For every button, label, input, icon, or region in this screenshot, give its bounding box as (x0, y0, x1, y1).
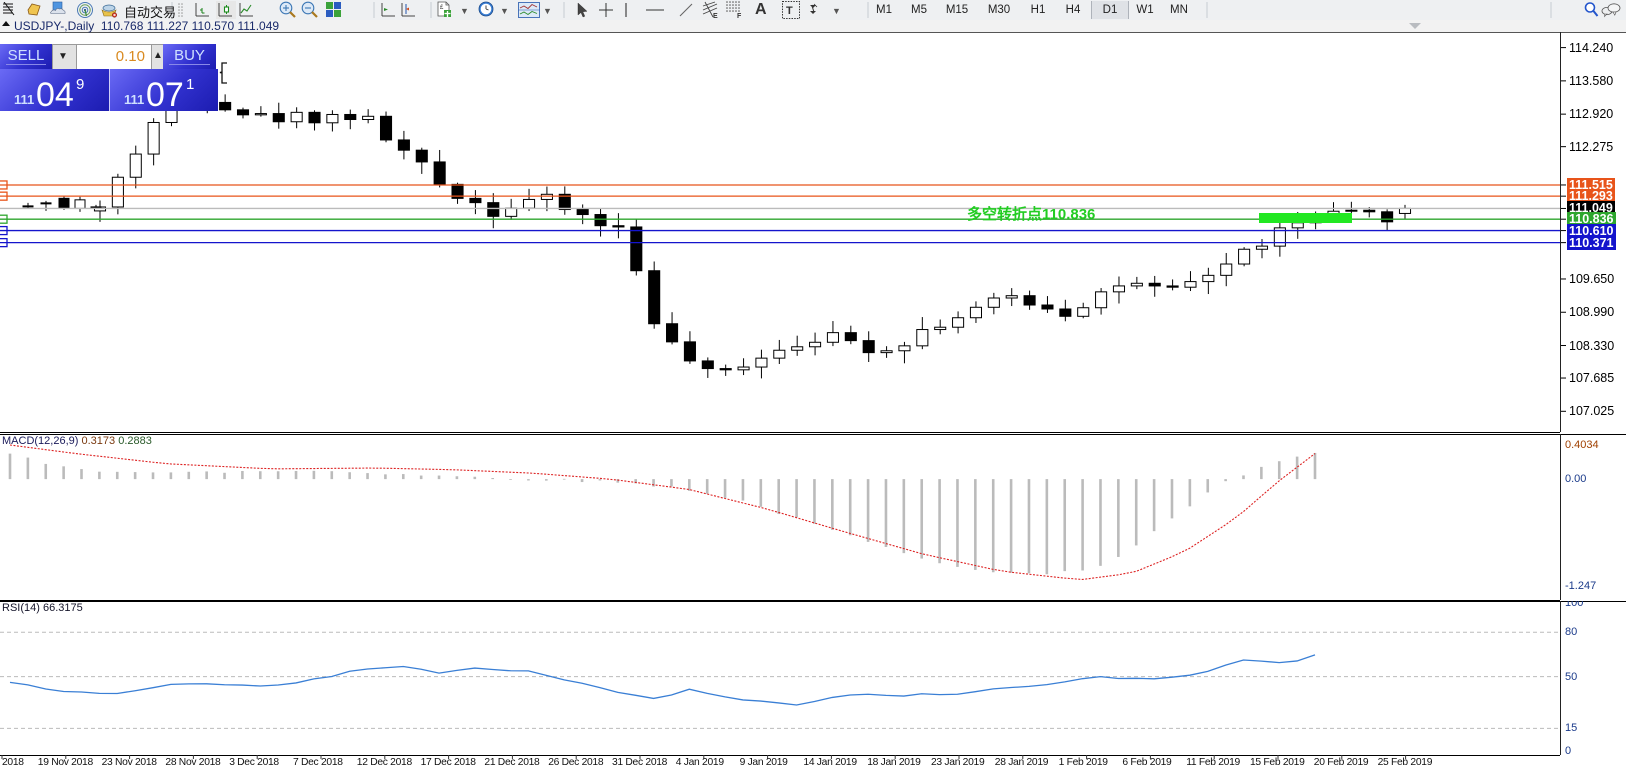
svg-text:E: E (713, 13, 718, 19)
svg-text:T: T (786, 5, 793, 17)
svg-text:F: F (737, 13, 742, 19)
